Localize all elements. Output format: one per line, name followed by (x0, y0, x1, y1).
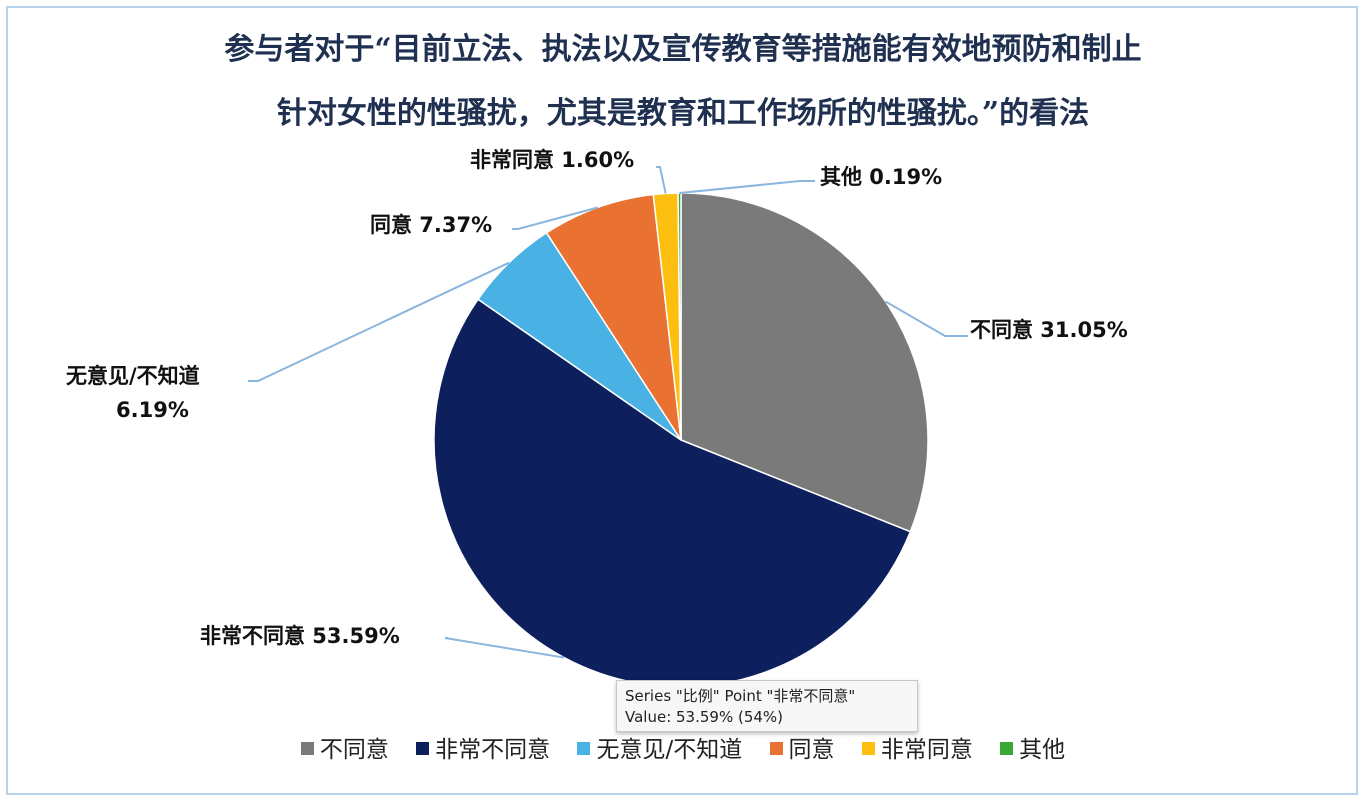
legend-label: 无意见/不知道 (596, 737, 743, 763)
leader-line (885, 300, 968, 337)
data-label-strongly-agree: 非常同意 1.60% (470, 148, 635, 172)
legend-item-strongly-disagree[interactable]: 非常不同意 (416, 730, 550, 764)
tooltip-series-point: Series "比例" Point "非常不同意" (625, 687, 856, 705)
legend-swatch (300, 742, 314, 755)
legend-swatch (769, 742, 783, 755)
legend-label: 非常不同意 (435, 737, 551, 763)
chart-legend: 不同意 非常不同意 无意见/不知道 同意 非常同意 其他 (0, 730, 1366, 764)
data-label-no-opinion-value: 6.19% (116, 398, 189, 422)
legend-item-no-opinion[interactable]: 无意见/不知道 (577, 730, 742, 764)
leader-line (444, 637, 565, 659)
chart-frame (6, 6, 1358, 795)
legend-label: 其他 (1019, 737, 1066, 763)
legend-item-agree[interactable]: 同意 (769, 730, 835, 764)
legend-swatch (861, 742, 875, 755)
tooltip-value: Value: 53.59% (54%) (625, 708, 784, 726)
legend-item-disagree[interactable]: 不同意 (300, 730, 389, 764)
data-label-strongly-disagree: 非常不同意 53.59% (200, 624, 400, 648)
leader-line (656, 166, 667, 194)
data-label-other: 其他 0.19% (820, 165, 943, 189)
chart-title-line1: 参与者对于“目前立法、执法以及宣传教育等措施能有效地预防和制止 (224, 32, 1142, 67)
legend-item-other[interactable]: 其他 (1000, 730, 1065, 764)
legend-swatch (416, 742, 430, 755)
legend-label: 非常同意 (880, 737, 973, 763)
legend-swatch (1000, 742, 1014, 755)
leader-line (679, 180, 815, 194)
slice-disagree[interactable] (680, 192, 929, 533)
data-label-disagree: 不同意 31.05% (970, 318, 1128, 342)
legend-label: 不同意 (319, 737, 389, 763)
chart-title-line2: 针对女性的性骚扰，尤其是教育和工作场所的性骚扰。”的看法 (276, 96, 1090, 131)
data-label-agree: 同意 7.37% (370, 213, 493, 237)
legend-label: 同意 (788, 737, 835, 763)
legend-swatch (577, 742, 591, 755)
slice-agree[interactable] (545, 193, 682, 441)
data-label-no-opinion-name: 无意见/不知道 (66, 364, 200, 388)
leader-line (512, 206, 598, 230)
leader-line (248, 261, 510, 382)
hover-tooltip: Series "比例" Point "非常不同意" Value: 53.59% … (616, 680, 918, 732)
legend-item-strongly-agree[interactable]: 非常同意 (861, 730, 973, 764)
